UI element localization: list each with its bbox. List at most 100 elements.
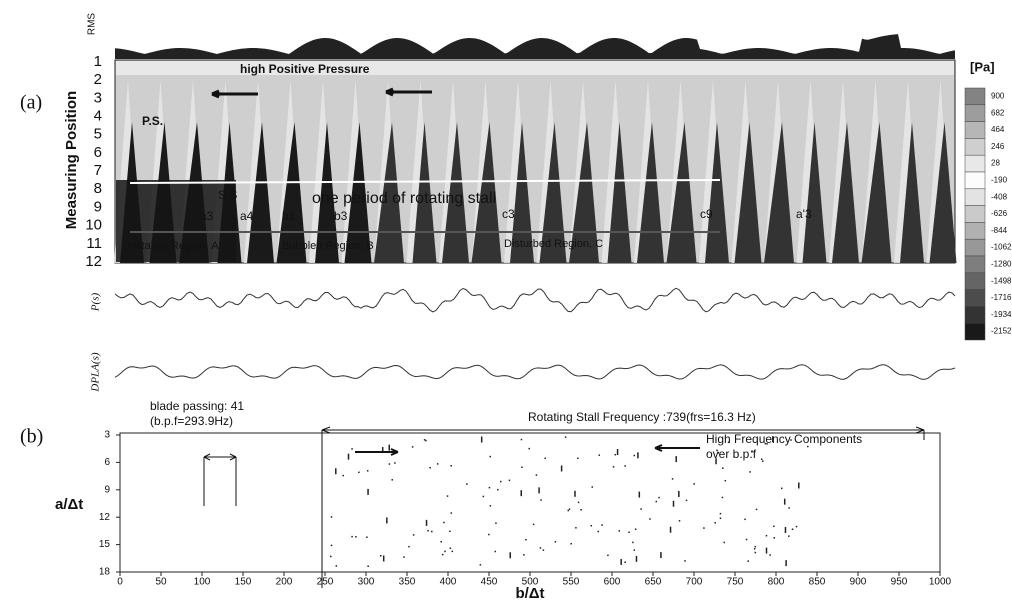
annotation: a'3 xyxy=(796,207,812,221)
spectrum-dot xyxy=(577,457,579,460)
spectrum-dot xyxy=(394,462,396,464)
row-label: 10 xyxy=(85,217,102,234)
spectrum-dot xyxy=(479,564,482,566)
x-tick-label: 800 xyxy=(768,577,785,588)
colorbar-swatch xyxy=(964,188,986,206)
spectrum-dot xyxy=(580,508,582,511)
spectrum-dot xyxy=(660,552,662,559)
spectrum-dot xyxy=(678,520,681,522)
spectrum-dot xyxy=(330,516,333,518)
spectrum-dot xyxy=(784,526,787,533)
spectrum-dot xyxy=(765,534,768,537)
spectrum-dot xyxy=(330,544,333,547)
x-tick-label: 600 xyxy=(604,577,621,588)
spectrum-dot xyxy=(379,555,382,557)
colorbar-label: -2152 xyxy=(991,327,1012,336)
colorbar-label: -1716 xyxy=(991,293,1012,302)
spectrum-dot xyxy=(520,438,523,441)
blade-shadow xyxy=(666,122,697,263)
spectrum-dot xyxy=(335,565,338,567)
blade-shadow xyxy=(315,122,339,263)
spectrum-dot xyxy=(744,518,746,521)
y-axis-label: a/Δt xyxy=(55,496,83,513)
colorbar: 900 682 464 246 28 -190 -408 -626 -844 -1062 -1280… xyxy=(964,87,1012,341)
spectrum-dot xyxy=(751,451,753,453)
annotation: b3 xyxy=(334,209,348,223)
y-tick-label: 6 xyxy=(104,457,110,468)
x-tick-label: 500 xyxy=(522,577,539,588)
dpla-trace xyxy=(114,364,956,380)
spectrum-dot xyxy=(620,558,622,565)
spectrum-dot xyxy=(764,442,767,445)
unit-label: [Pa] xyxy=(970,59,995,74)
spectrum-dot xyxy=(489,455,491,458)
spectrum-dot xyxy=(358,471,360,474)
spectrum-dot xyxy=(766,443,768,445)
spectrum-dot xyxy=(431,530,433,533)
spectrum-dot xyxy=(747,560,749,562)
spectrum-dot xyxy=(335,468,337,475)
spectrum-dot xyxy=(567,509,570,512)
spectrum-dot xyxy=(634,528,637,530)
spectrum-dot xyxy=(717,451,720,454)
row-label: 7 xyxy=(94,162,102,179)
arrows xyxy=(211,87,432,99)
spectrum-dot xyxy=(528,447,530,450)
blade-shadow xyxy=(276,122,307,263)
blade-shadow xyxy=(539,122,567,263)
row-label: 1 xyxy=(94,53,102,70)
spectrum-dot xyxy=(538,487,540,494)
spectrum-dot xyxy=(591,486,594,488)
spectrum-dot xyxy=(449,547,452,549)
spectrum-dot xyxy=(795,525,798,528)
spectrum-dot xyxy=(425,439,427,442)
blade-shadow xyxy=(637,122,664,263)
colorbar-swatch xyxy=(964,138,986,156)
annotation: Bubbled Region, B xyxy=(282,240,374,252)
colorbar-swatch xyxy=(964,238,986,257)
spectrum-dot xyxy=(564,436,567,438)
stall-line xyxy=(129,179,721,184)
blade-shadow xyxy=(442,122,469,263)
colorbar-swatch xyxy=(964,154,986,173)
spectrum-dot xyxy=(577,501,580,504)
rms-label: RMS xyxy=(87,13,98,36)
spectrum-dot xyxy=(703,527,705,529)
spectrum-dot xyxy=(807,445,809,448)
spectrum-dot xyxy=(535,474,538,476)
spectrum-dot xyxy=(685,499,688,502)
colorbar-label: -190 xyxy=(991,176,1008,185)
x-tick-label: 550 xyxy=(563,577,580,588)
arrows xyxy=(355,444,700,456)
spectrum-dot xyxy=(624,465,626,467)
annotation: c3 xyxy=(502,207,515,221)
spectrum-dot xyxy=(672,500,675,507)
spectrum-dot xyxy=(614,453,617,456)
spectrum-dot xyxy=(722,467,724,469)
spectrum-dot xyxy=(446,495,449,497)
colorbar-label: -1934 xyxy=(991,310,1012,319)
spectrum-dot xyxy=(649,518,651,520)
spectrum-dot xyxy=(451,550,454,553)
spectrum-dot xyxy=(355,536,357,538)
p-trace xyxy=(114,287,956,313)
spectrum-dot xyxy=(381,447,384,454)
spectrum-dot xyxy=(715,458,717,465)
blade-shadow xyxy=(861,122,892,263)
annotation: blade passing: 41 xyxy=(150,399,244,413)
spectrum-dot xyxy=(425,519,428,526)
spectrum-dot xyxy=(342,474,344,477)
blade-shadow xyxy=(929,122,957,263)
x-tick-label: 450 xyxy=(481,577,498,588)
spectrum-dot xyxy=(330,555,332,558)
blade-shadow xyxy=(374,122,404,263)
spectrum-dot xyxy=(790,439,792,441)
row-label: 4 xyxy=(94,108,102,125)
light-band xyxy=(116,61,954,75)
spectrum-dot xyxy=(788,507,790,509)
spectrum-dot xyxy=(466,483,468,485)
spectrum-dot xyxy=(678,490,680,497)
x-tick-label: 0 xyxy=(117,577,123,588)
spectrum-dot xyxy=(719,517,722,520)
